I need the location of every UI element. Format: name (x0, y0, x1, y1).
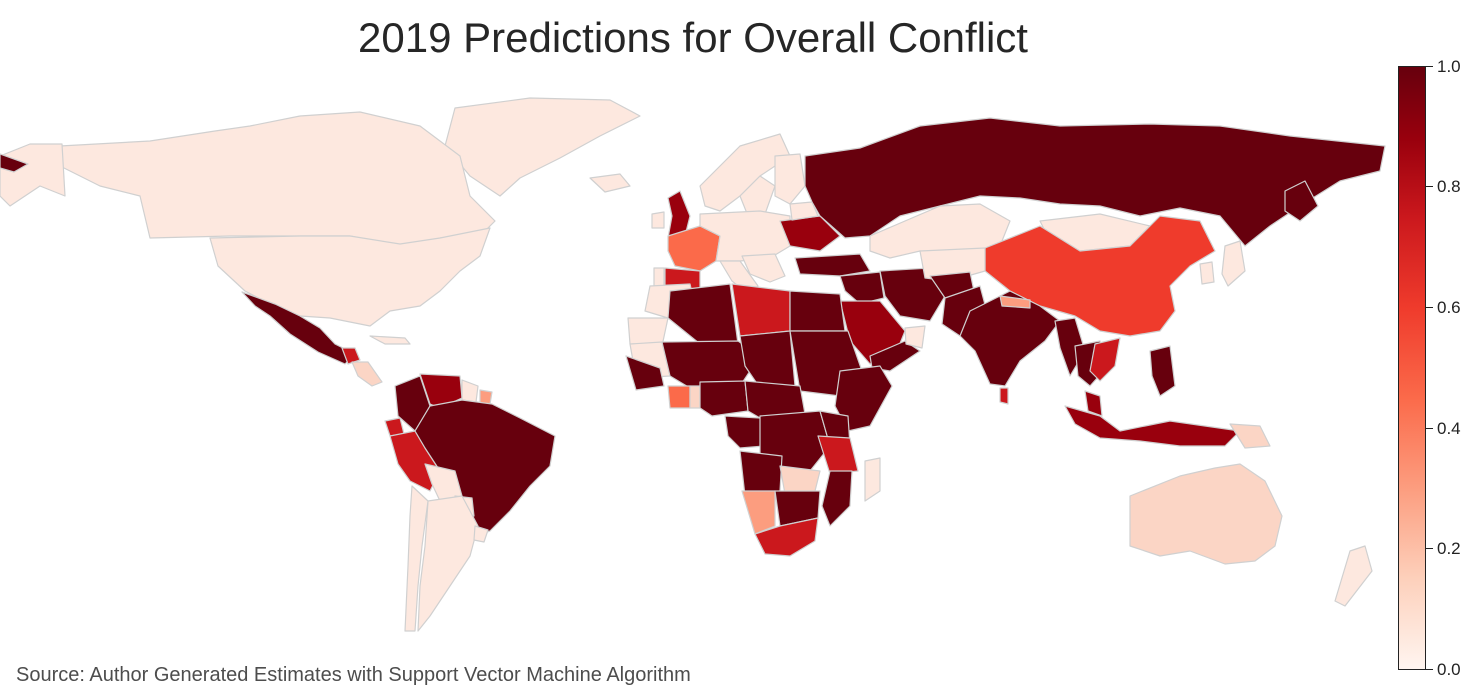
world-choropleth-map (0, 86, 1390, 646)
colorbar-label-0-6: 0.6 (1437, 299, 1461, 316)
colorbar-tick-0-4 (1426, 428, 1433, 429)
vietnam-cambodia (1090, 338, 1120, 381)
cuba (370, 336, 410, 344)
iraq-syria (840, 272, 884, 304)
ivory-coast (668, 386, 690, 408)
colorbar-label-0-2: 0.2 (1437, 540, 1461, 557)
usa (210, 228, 490, 326)
libya (732, 284, 790, 336)
angola (740, 451, 782, 496)
nigeria (700, 381, 748, 416)
map-title: 2019 Predictions for Overall Conflict (0, 14, 1386, 62)
colorbar-label-0-4: 0.4 (1437, 420, 1461, 437)
papua-new-guinea (1230, 424, 1270, 448)
zambia (780, 466, 820, 494)
philippines (1150, 346, 1175, 396)
colorbar-tick-0-0 (1426, 669, 1433, 670)
cameroon-gabon (725, 416, 765, 448)
turkey (795, 254, 870, 276)
ireland (652, 212, 664, 228)
japan (1222, 241, 1245, 286)
chad (740, 331, 795, 388)
suriname (480, 390, 492, 404)
new-zealand (1335, 546, 1372, 606)
colorbar-tick-0-6 (1426, 307, 1433, 308)
alaska (0, 144, 65, 206)
namibia (742, 491, 775, 534)
colorbar-label-1-0: 1.0 (1437, 58, 1461, 75)
canada (60, 112, 495, 246)
argentina (418, 496, 478, 631)
colorbar-label-0-0: 0.0 (1437, 661, 1461, 678)
source-note: Source: Author Generated Estimates with … (16, 664, 691, 687)
colorbar-tick-0-8 (1426, 186, 1433, 187)
algeria (668, 284, 738, 348)
central-america-south (352, 362, 382, 386)
colorbar-tick-1-0 (1426, 66, 1433, 67)
mozambique (822, 471, 852, 526)
korea (1200, 262, 1214, 284)
ghana (690, 386, 700, 408)
finland (775, 154, 805, 204)
colorbar-tick-0-2 (1426, 548, 1433, 549)
egypt (790, 291, 845, 331)
sri-lanka (1000, 388, 1008, 404)
australia (1130, 464, 1282, 564)
uae-oman (905, 326, 925, 348)
tanzania (818, 436, 858, 474)
colorbar (1398, 66, 1426, 670)
madagascar (865, 458, 880, 501)
guyana (462, 380, 478, 402)
iceland (590, 174, 630, 192)
colorbar-label-0-8: 0.8 (1437, 178, 1461, 195)
